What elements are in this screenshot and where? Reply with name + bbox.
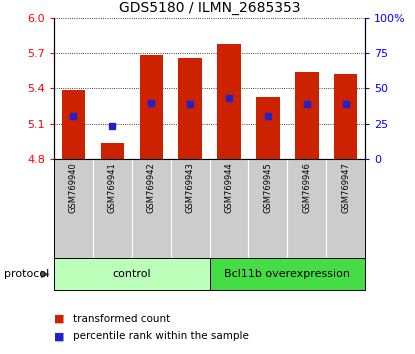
Text: GSM769943: GSM769943	[186, 162, 195, 213]
Text: GSM769947: GSM769947	[341, 162, 350, 213]
Bar	[217, 44, 241, 159]
Text: protocol: protocol	[4, 269, 49, 279]
Text: GSM769942: GSM769942	[147, 162, 156, 213]
Text: GSM769941: GSM769941	[108, 162, 117, 213]
Text: GSM769944: GSM769944	[225, 162, 234, 213]
Bar	[256, 97, 280, 159]
Bar	[334, 74, 357, 159]
Text: Bcl11b overexpression: Bcl11b overexpression	[225, 269, 350, 279]
Bar	[178, 58, 202, 159]
Bar	[139, 56, 163, 159]
Text: GSM769940: GSM769940	[69, 162, 78, 213]
Text: ■: ■	[54, 314, 64, 324]
Text: percentile rank within the sample: percentile rank within the sample	[73, 331, 249, 341]
Text: transformed count: transformed count	[73, 314, 170, 324]
Text: ■: ■	[54, 331, 64, 341]
Title: GDS5180 / ILMN_2685353: GDS5180 / ILMN_2685353	[119, 1, 300, 15]
Bar	[295, 72, 319, 159]
Bar	[62, 90, 85, 159]
Text: GSM769946: GSM769946	[303, 162, 311, 213]
Bar	[54, 258, 210, 290]
Bar	[210, 258, 365, 290]
Bar	[101, 143, 124, 159]
Text: control: control	[112, 269, 151, 279]
Text: GSM769945: GSM769945	[264, 162, 272, 213]
